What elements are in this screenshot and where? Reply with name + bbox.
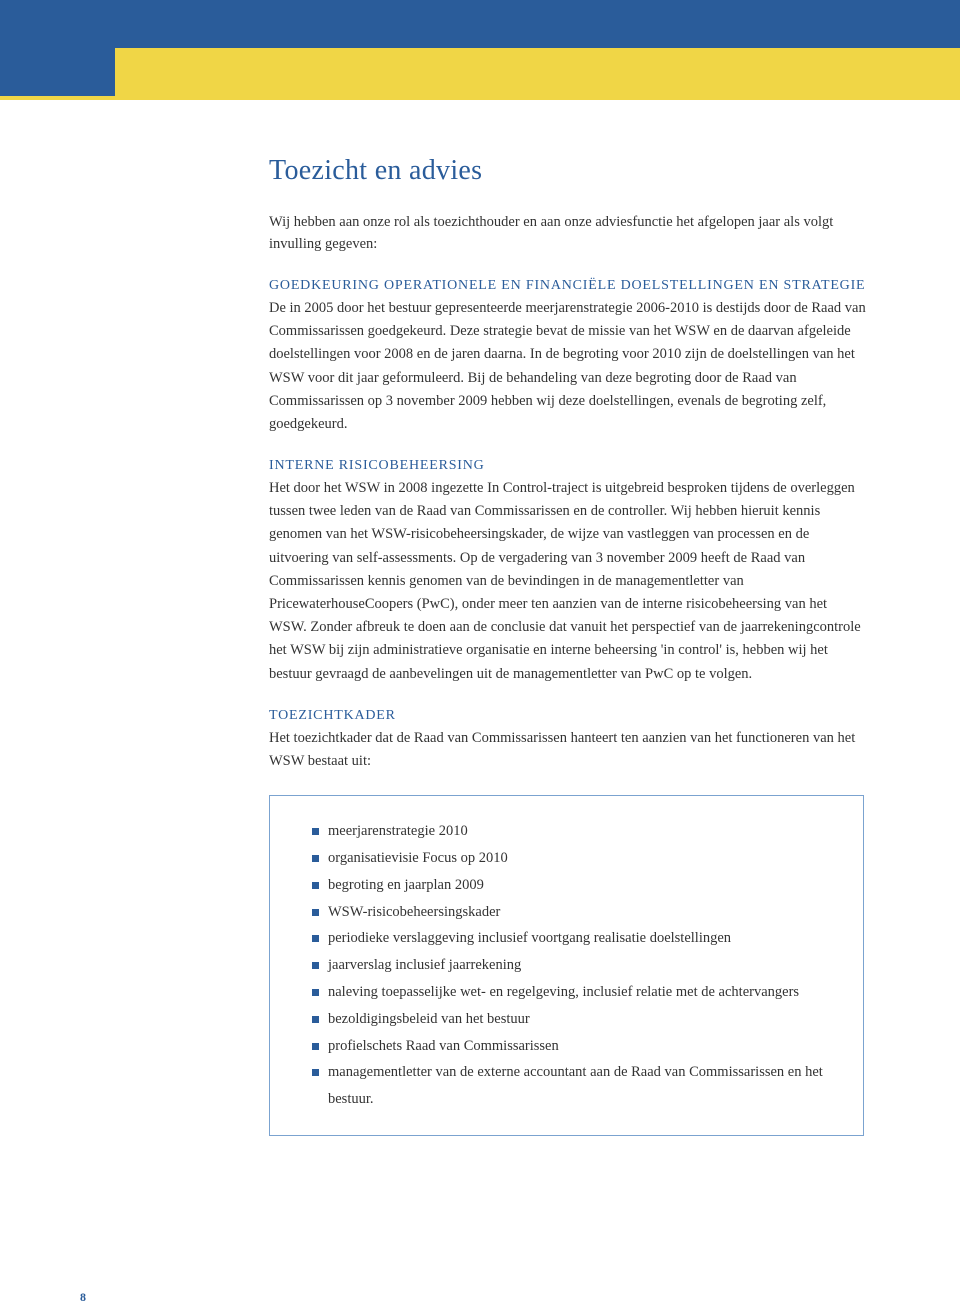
page-title: Toezicht en advies	[269, 155, 868, 187]
list-item: bezoldigingsbeleid van het bestuur	[312, 1006, 833, 1033]
yellow-bar	[0, 48, 960, 100]
list-item: profielschets Raad van Commissarissen	[312, 1033, 833, 1060]
section-heading-3: TOEZICHTKADER	[269, 708, 868, 724]
content-area: Toezicht en advies Wij hebben aan onze r…	[269, 155, 868, 1136]
list-item: periodieke verslaggeving inclusief voort…	[312, 925, 833, 952]
list-item: WSW-risicobeheersingskader	[312, 899, 833, 926]
blue-bar-overlap	[0, 48, 115, 96]
section-heading-1: GOEDKEURING OPERATIONELE EN FINANCIËLE D…	[269, 278, 868, 294]
header-bars	[0, 0, 960, 100]
list-item: managementletter van de externe accounta…	[312, 1059, 833, 1113]
list-item: naleving toepasselijke wet- en regelgevi…	[312, 979, 833, 1006]
section-body-3: Het toezichtkader dat de Raad van Commis…	[269, 727, 868, 773]
section-body-1: De in 2005 door het bestuur gepresenteer…	[269, 297, 868, 436]
list-item: organisatievisie Focus op 2010	[312, 845, 833, 872]
page-number: 8	[80, 1290, 86, 1305]
top-blue-bar	[0, 0, 960, 48]
framework-box: meerjarenstrategie 2010 organisatievisie…	[269, 795, 864, 1136]
list-item: begroting en jaarplan 2009	[312, 872, 833, 899]
section-heading-2: INTERNE RISICOBEHEERSING	[269, 458, 868, 474]
intro-paragraph: Wij hebben aan onze rol als toezichthoud…	[269, 211, 868, 256]
section-body-2: Het door het WSW in 2008 ingezette In Co…	[269, 477, 868, 686]
list-item: jaarverslag inclusief jaarrekening	[312, 952, 833, 979]
framework-list: meerjarenstrategie 2010 organisatievisie…	[312, 818, 833, 1113]
list-item: meerjarenstrategie 2010	[312, 818, 833, 845]
